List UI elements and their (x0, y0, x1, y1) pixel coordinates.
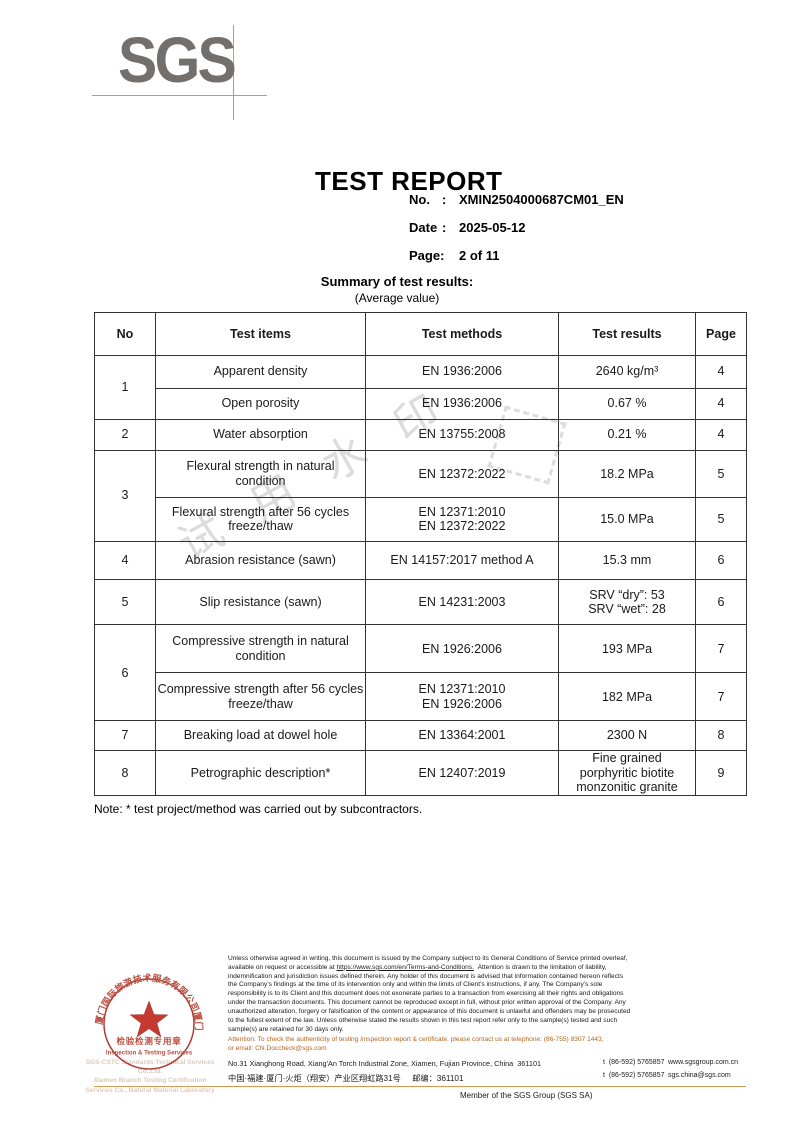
svg-text:检验检测专用章: 检验检测专用章 (116, 1036, 181, 1046)
svg-text:Inspection & Testing Services: Inspection & Testing Services (106, 1050, 193, 1057)
